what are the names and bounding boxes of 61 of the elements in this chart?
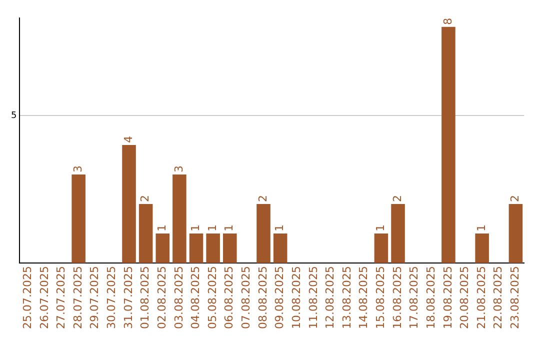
data-label: 1 <box>273 224 286 232</box>
x-tick-label: 18.08.2025 <box>424 266 438 330</box>
data-label: 1 <box>222 224 236 232</box>
x-tick-label: 03.08.2025 <box>172 266 186 330</box>
x-tick-label: 27.07.2025 <box>54 266 68 330</box>
data-label: 2 <box>256 194 270 202</box>
x-tick-label: 11.08.2025 <box>306 266 320 330</box>
x-tick-label: 15.08.2025 <box>374 266 388 330</box>
x-tick-label: 20.08.2025 <box>458 266 472 330</box>
data-label: 4 <box>122 136 135 143</box>
data-label: 1 <box>155 224 168 232</box>
x-tick-label: 04.08.2025 <box>189 266 202 330</box>
x-tick-label: 14.08.2025 <box>357 266 370 330</box>
data-label: 3 <box>71 165 84 172</box>
x-tick-label: 10.08.2025 <box>290 266 303 330</box>
data-label: 1 <box>206 224 219 232</box>
bar <box>273 234 288 264</box>
data-label: 1 <box>189 224 202 232</box>
bar <box>475 234 489 264</box>
bar <box>442 26 456 264</box>
x-tick-label: 28.07.2025 <box>71 266 84 330</box>
bar <box>172 174 186 264</box>
bar <box>72 174 86 264</box>
x-tick-label: 25.07.2025 <box>20 266 34 330</box>
x-tick-label: 16.08.2025 <box>390 266 404 330</box>
x-tick-label: 23.08.2025 <box>508 266 522 330</box>
data-label: 8 <box>441 18 454 25</box>
x-tick-label: 29.07.2025 <box>88 266 102 330</box>
bar <box>122 144 136 264</box>
x-tick-label: 01.08.2025 <box>138 266 152 330</box>
x-tick-label: 31.07.2025 <box>122 266 135 330</box>
x-tick-label: 17.08.2025 <box>408 266 421 330</box>
x-tick-label: 05.08.2025 <box>206 266 219 330</box>
bar <box>256 204 270 264</box>
bar <box>138 204 153 264</box>
bar <box>374 234 388 264</box>
bar <box>391 204 405 264</box>
x-tick-label: 12.08.2025 <box>324 266 337 330</box>
x-tick-label: 21.08.2025 <box>474 266 488 330</box>
data-label: 2 <box>508 194 522 202</box>
x-tick-label: 19.08.2025 <box>441 266 454 330</box>
bar <box>189 234 204 264</box>
x-tick-label: 07.08.2025 <box>240 266 253 330</box>
x-tick-label: 26.07.2025 <box>38 266 51 330</box>
bar <box>156 234 170 264</box>
x-tick-label: 09.08.2025 <box>273 266 286 330</box>
y-tick-label: 5 <box>10 110 17 121</box>
x-tick-label: 02.08.2025 <box>155 266 168 330</box>
data-label: 1 <box>474 224 488 232</box>
x-tick-label: 30.07.2025 <box>105 266 118 330</box>
bar <box>508 204 523 264</box>
x-tick-label: 13.08.2025 <box>340 266 354 330</box>
x-tick-label: 22.08.2025 <box>492 266 505 330</box>
data-label: 3 <box>172 165 186 172</box>
x-tick-label: 08.08.2025 <box>256 266 270 330</box>
data-label: 2 <box>138 194 152 202</box>
data-label: 1 <box>374 224 388 232</box>
bar <box>222 234 237 264</box>
x-tick-label: 06.08.2025 <box>222 266 236 330</box>
bar <box>206 234 220 264</box>
data-label: 2 <box>390 194 404 202</box>
